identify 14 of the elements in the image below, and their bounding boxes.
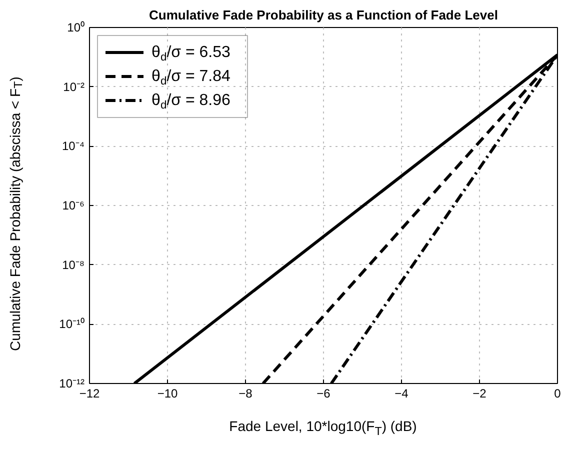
x-axis-title: Fade Level, 10*log10(F$_{T}$) (dB) [228,417,418,440]
chart-title: Cumulative Fade Probability as a Function of Fade Level [149,8,498,22]
y-tick-label: 10⁻⁶ [62,198,85,212]
y-tick-label: 10⁻⁴ [62,139,85,154]
y-tick-label: 10⁻¹⁰ [59,317,84,332]
y-tick-label: 10⁻⁸ [62,258,85,272]
x-tick-label: −4 [394,386,409,400]
x-tick-label: −2 [472,386,487,400]
x-tick-label: 0 [554,386,562,400]
x-tick-label: −10 [157,386,178,400]
x-tick-label: −8 [238,386,253,400]
x-tick-label: −6 [316,386,331,400]
y-tick-label: 10⁻² [63,80,85,94]
y-tick-label: 10⁰ [67,20,85,34]
